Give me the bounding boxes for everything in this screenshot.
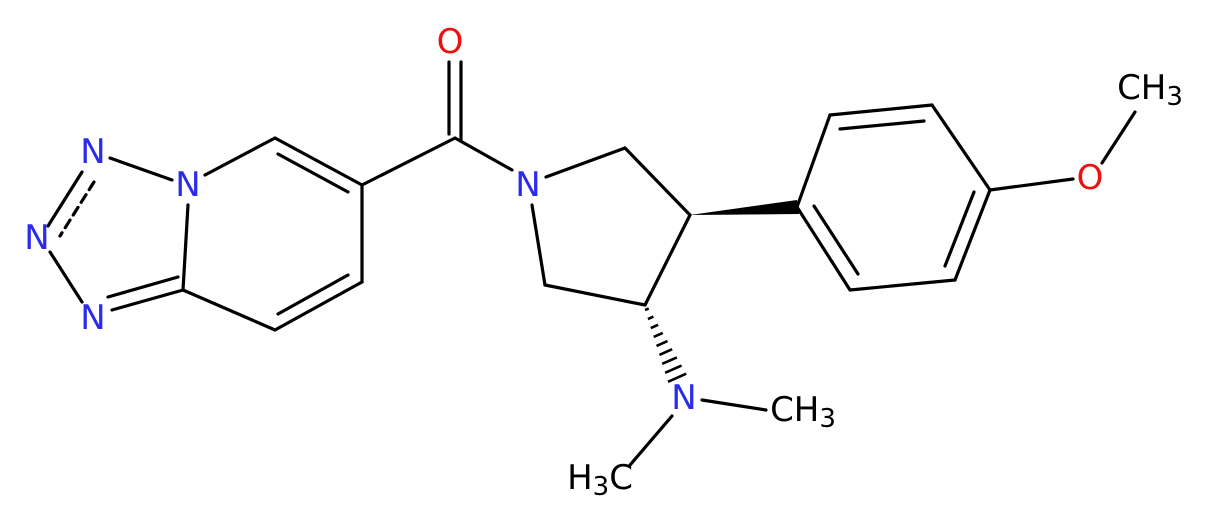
hash-line — [658, 348, 673, 357]
atom-label: N — [24, 218, 49, 258]
hash-line — [650, 323, 659, 330]
atom-labels: O N N N N N N O CH3 CH3 H3C — [24, 22, 1183, 502]
label-subscript: 3 — [593, 472, 610, 502]
hash-line — [647, 315, 654, 321]
atom-label: N — [175, 165, 200, 205]
wedge-bond — [690, 200, 799, 215]
methyl-label: CH3 — [1117, 68, 1183, 112]
label-subscript: 3 — [1166, 82, 1183, 112]
hashed-bond — [644, 307, 687, 383]
atom-label: N — [80, 298, 105, 338]
methyl-label: H3C — [567, 458, 633, 502]
hash-line — [667, 372, 687, 383]
atom-label: O — [437, 22, 464, 62]
hash-line — [644, 307, 650, 312]
atom-label: N — [671, 378, 696, 418]
label-part: CH — [770, 390, 819, 430]
methyl-label: CH3 — [770, 390, 836, 434]
atom-label: O — [1077, 158, 1104, 198]
label-part: CH — [1117, 68, 1166, 108]
hash-line — [664, 364, 683, 374]
atom-label: N — [80, 132, 105, 172]
label-part: H — [567, 458, 593, 498]
label-subscript: 3 — [819, 404, 836, 434]
bonds — [46, 60, 1137, 467]
label-part: C — [609, 458, 633, 498]
hash-line — [655, 339, 669, 348]
atom-label: N — [515, 165, 540, 205]
hash-line — [653, 331, 664, 339]
hash-line — [661, 356, 678, 366]
